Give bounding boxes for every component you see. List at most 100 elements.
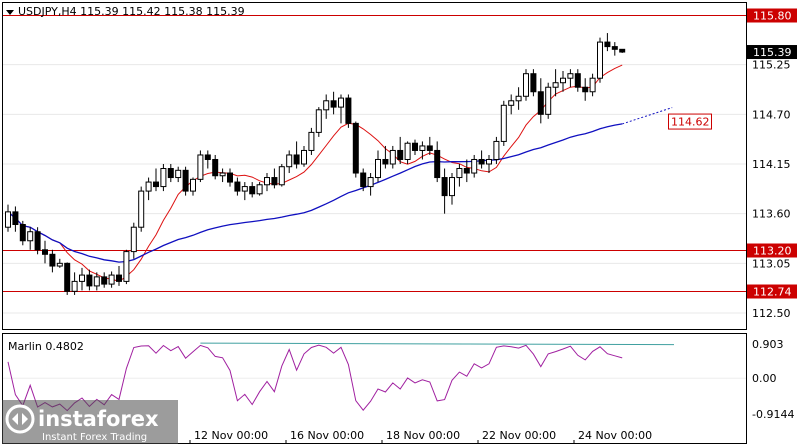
current-price-label: 115.39 xyxy=(753,46,792,59)
candle-body xyxy=(471,158,478,174)
candle xyxy=(471,154,478,178)
candle-body xyxy=(264,177,270,186)
candle xyxy=(286,150,293,174)
candle-body xyxy=(56,262,63,267)
candle-body xyxy=(412,142,418,151)
candle xyxy=(123,249,130,285)
collapse-triangle-icon[interactable] xyxy=(6,10,14,15)
candle xyxy=(500,100,507,146)
candle-body xyxy=(204,154,211,160)
candle-body xyxy=(249,186,256,195)
candle-body xyxy=(234,181,241,192)
candle xyxy=(611,42,618,56)
candle-body xyxy=(293,154,300,165)
candle xyxy=(552,69,559,97)
candle-body xyxy=(227,172,233,183)
ma-slow-line xyxy=(7,123,623,263)
logo-tagline: Instant Forex Trading xyxy=(42,432,147,443)
candle xyxy=(597,37,603,83)
candle-body xyxy=(153,181,159,188)
candle-body xyxy=(315,109,322,133)
candle-body xyxy=(552,82,559,88)
candle-body xyxy=(508,100,515,106)
time-tick-label: 16 Nov 00:00 xyxy=(290,429,364,442)
candle-body xyxy=(138,190,145,228)
candle xyxy=(293,141,300,169)
candle-body xyxy=(478,158,485,165)
candle-body xyxy=(93,276,100,287)
candle-body xyxy=(116,274,122,282)
candle-body xyxy=(589,77,596,93)
candle xyxy=(227,168,233,187)
candle xyxy=(93,272,100,291)
candle xyxy=(49,249,56,273)
candle-body xyxy=(574,73,581,88)
candle-body xyxy=(34,231,41,251)
candle xyxy=(167,164,174,183)
indicator-axis: 0.903 0.00 -0.9144 xyxy=(752,338,794,421)
level-tags: 115.80 113.20 112.74 115.39 xyxy=(747,8,797,299)
candle-body xyxy=(308,131,315,151)
candle-body xyxy=(486,158,492,165)
candle xyxy=(523,69,529,101)
candle xyxy=(86,269,93,291)
candle xyxy=(271,168,278,189)
candle-body xyxy=(86,274,93,287)
candle xyxy=(463,159,470,183)
candle-body xyxy=(271,177,278,186)
candle xyxy=(345,94,352,128)
level-tag-label: 112.74 xyxy=(753,286,792,299)
candle xyxy=(360,168,367,192)
candle-body xyxy=(426,145,433,151)
candle xyxy=(130,222,137,259)
candle xyxy=(56,258,63,268)
brand-logo: instaforex Instant Forex Trading xyxy=(2,400,178,444)
candle-body xyxy=(212,158,219,177)
candle-body xyxy=(19,224,26,242)
candle-body xyxy=(441,177,448,197)
candle-body xyxy=(419,145,426,151)
candle-body xyxy=(27,231,34,242)
candle xyxy=(412,139,418,155)
candle-body xyxy=(12,211,19,226)
candle-body xyxy=(434,149,441,179)
candle-body xyxy=(560,77,566,84)
symbol-header: USDJPY,H4 115.39 115.42 115.38 115.39 xyxy=(18,5,245,18)
candle-body xyxy=(404,142,411,160)
candle xyxy=(241,182,248,201)
current-price-tag xyxy=(747,45,797,60)
candle-body xyxy=(5,211,11,228)
candle-body xyxy=(382,158,389,165)
candle xyxy=(34,227,41,255)
candle xyxy=(574,69,581,92)
marlin-line xyxy=(7,344,623,412)
candle-body xyxy=(123,251,130,282)
price-tick-label: 114.70 xyxy=(752,108,791,121)
candle-body xyxy=(49,253,56,267)
price-tick-label: 113.60 xyxy=(752,208,791,221)
candle-body xyxy=(582,86,589,93)
candle-body xyxy=(130,226,137,253)
candle xyxy=(567,69,574,88)
candle xyxy=(19,220,26,246)
candle-body xyxy=(167,168,174,179)
level-tag-label: 115.80 xyxy=(753,10,792,23)
price-axis: 115.25 114.70 114.15 113.60 113.05 112.50 xyxy=(752,59,791,320)
candle xyxy=(323,94,330,119)
candle xyxy=(375,150,381,183)
candle xyxy=(508,94,515,115)
candle xyxy=(145,177,152,201)
candle-body xyxy=(241,186,248,192)
candle xyxy=(367,173,374,196)
moving-averages: 114.62 xyxy=(7,64,712,282)
candle-body xyxy=(456,168,463,179)
candle xyxy=(426,136,433,155)
time-tick-label: 22 Nov 00:00 xyxy=(482,429,556,442)
candle xyxy=(397,136,404,164)
candle-body xyxy=(301,149,307,165)
candle xyxy=(338,94,344,124)
candle xyxy=(71,272,78,295)
candle xyxy=(190,177,196,196)
candle-body xyxy=(182,169,189,192)
